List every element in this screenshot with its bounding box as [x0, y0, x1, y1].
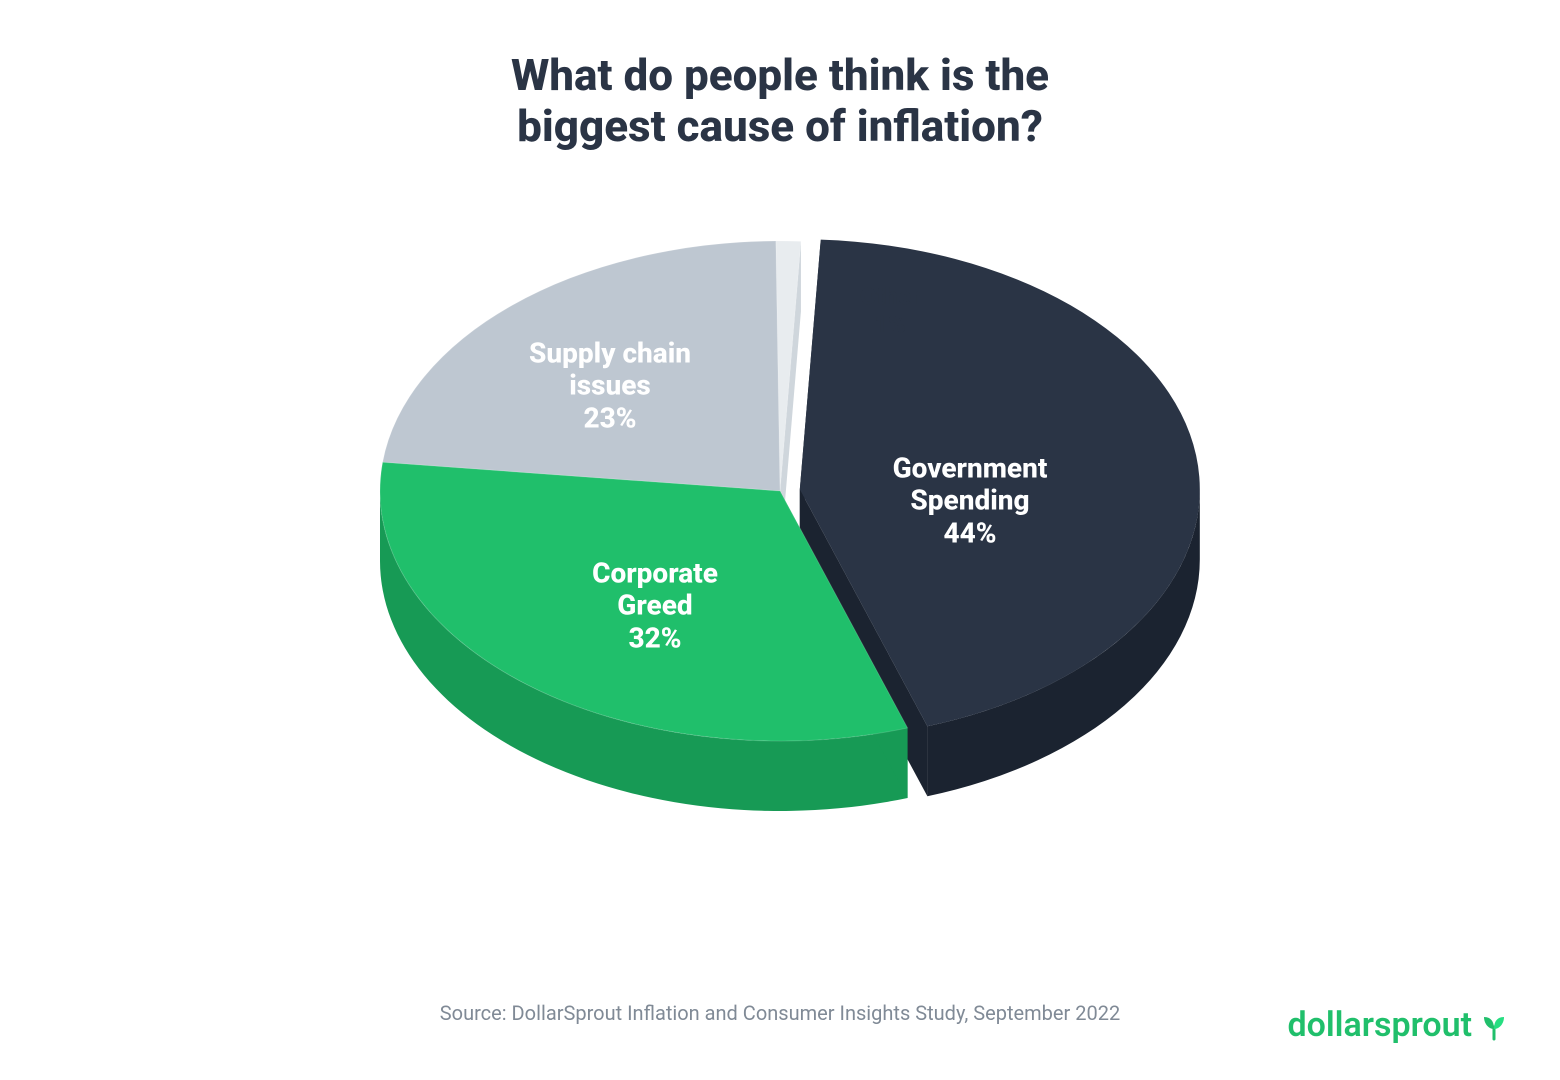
brand-text: dollarsprout: [1287, 1005, 1472, 1045]
chart-title: What do people think is the biggest caus…: [0, 50, 1560, 151]
pie-chart: [230, 161, 1330, 861]
sprout-icon: [1478, 1009, 1510, 1041]
pie-chart-container: GovernmentSpending44%CorporateGreed32%Su…: [230, 161, 1330, 861]
title-line-1: What do people think is the: [511, 49, 1049, 101]
pie-slice: [383, 241, 780, 491]
title-line-2: biggest cause of inflation?: [517, 100, 1043, 152]
brand-logo: dollarsprout: [1287, 1005, 1510, 1045]
